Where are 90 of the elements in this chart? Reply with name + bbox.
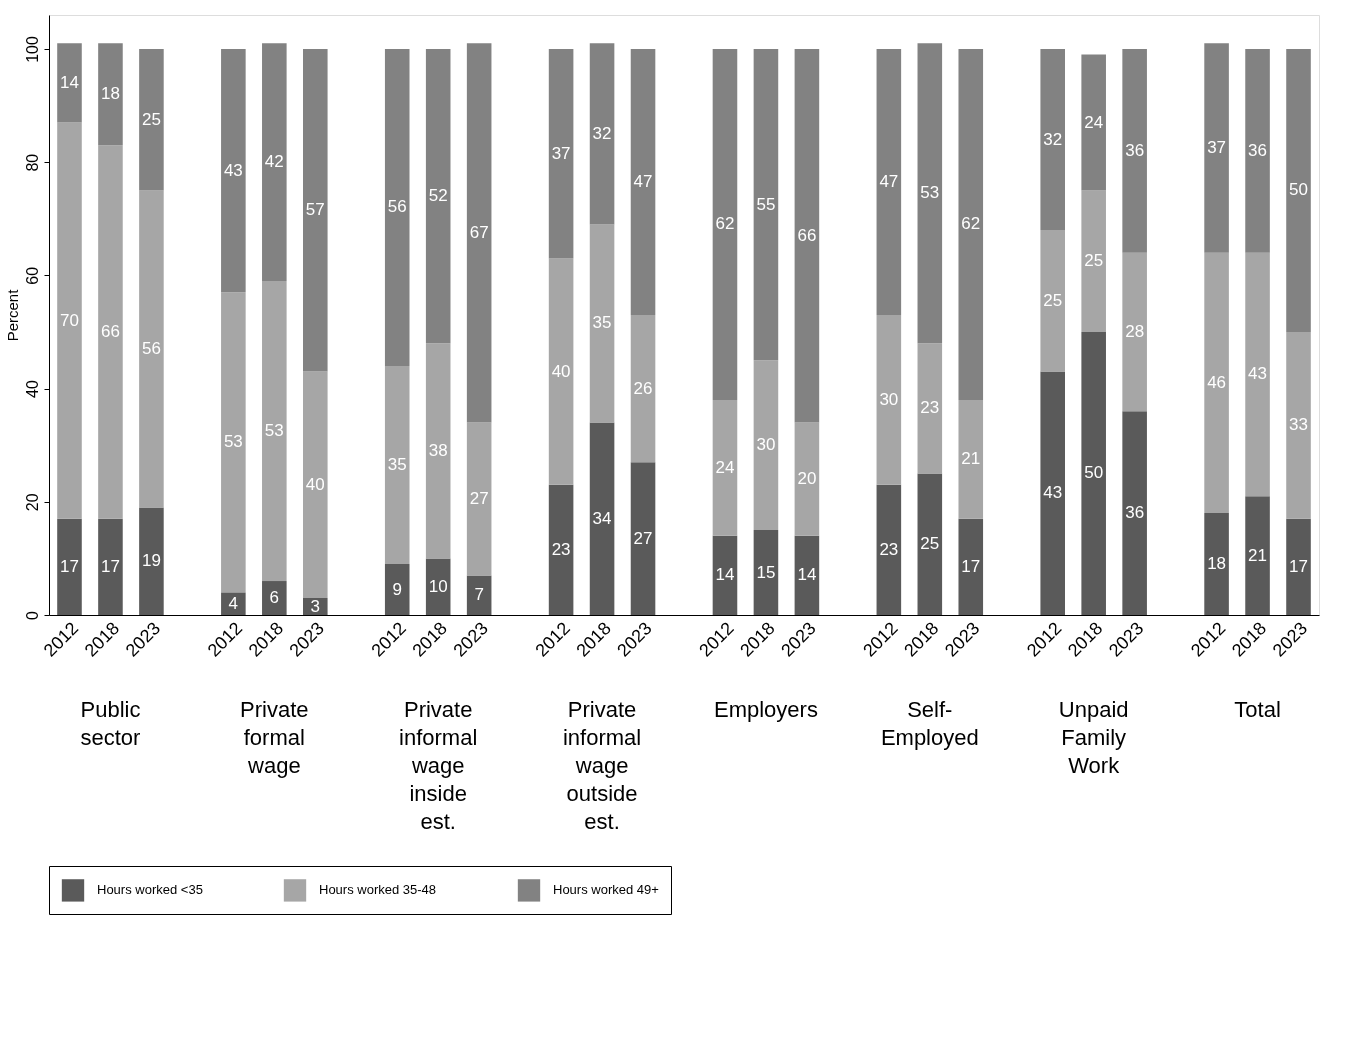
data-label: 4 bbox=[228, 593, 239, 613]
data-label: 3 bbox=[310, 596, 321, 616]
data-label: 27 bbox=[469, 488, 489, 508]
data-label: 55 bbox=[756, 194, 776, 214]
data-label: 17 bbox=[1289, 556, 1308, 576]
data-label: 38 bbox=[428, 440, 448, 460]
data-label: 17 bbox=[100, 556, 120, 576]
data-label: 35 bbox=[387, 455, 407, 474]
text: Private informal wage inside est. bbox=[399, 697, 478, 834]
data-label: 36 bbox=[1125, 140, 1145, 160]
data-label: 10 bbox=[428, 576, 448, 596]
data-label: 47 bbox=[633, 171, 653, 191]
data-label: 36 bbox=[1125, 503, 1145, 523]
data-label: 56 bbox=[387, 197, 407, 217]
legend-label: Hours worked 35-48 bbox=[319, 882, 437, 898]
data-label: 18 bbox=[100, 84, 120, 104]
text: Private formal wage bbox=[240, 697, 309, 778]
data-label: 53 bbox=[264, 421, 284, 441]
data-label: 20 bbox=[797, 469, 817, 489]
data-label: 42 bbox=[264, 152, 284, 172]
data-label: 66 bbox=[797, 225, 817, 245]
data-label: 46 bbox=[1207, 372, 1227, 392]
y-tick-label: 100 bbox=[23, 36, 41, 63]
data-label: 23 bbox=[879, 539, 899, 559]
data-label: 53 bbox=[920, 183, 940, 203]
data-label: 62 bbox=[715, 214, 735, 234]
data-label: 14 bbox=[715, 565, 735, 585]
data-label: 37 bbox=[1207, 138, 1227, 158]
data-label: 67 bbox=[469, 222, 489, 242]
data-label: 17 bbox=[961, 556, 981, 576]
y-tick-label: 60 bbox=[23, 266, 41, 285]
data-label: 50 bbox=[1084, 463, 1104, 483]
data-label: 6 bbox=[269, 588, 280, 608]
data-label: 14 bbox=[60, 72, 79, 92]
text: Public sector bbox=[80, 697, 141, 750]
data-label: 17 bbox=[60, 556, 79, 576]
data-label: 50 bbox=[1289, 180, 1308, 200]
text: Self-Employed bbox=[880, 697, 979, 750]
data-label: 37 bbox=[551, 143, 571, 163]
data-label: 23 bbox=[920, 398, 940, 418]
data-label: 25 bbox=[920, 534, 940, 554]
data-label: 52 bbox=[428, 186, 448, 206]
data-label: 33 bbox=[1289, 415, 1308, 435]
data-label: 7 bbox=[474, 585, 484, 605]
data-label: 30 bbox=[756, 435, 776, 455]
legend-label: Hours worked <35 bbox=[97, 882, 203, 898]
data-label: 62 bbox=[961, 214, 981, 234]
y-axis-title: Percent bbox=[3, 288, 21, 342]
data-label: 18 bbox=[1207, 554, 1227, 574]
data-label: 56 bbox=[141, 338, 161, 358]
text: Private informal wage outside est. bbox=[562, 697, 642, 834]
text: Total bbox=[1234, 697, 1281, 722]
data-label: 30 bbox=[879, 389, 899, 409]
y-tick-label: 20 bbox=[23, 493, 41, 512]
data-label: 23 bbox=[551, 539, 571, 559]
data-label: 21 bbox=[961, 449, 981, 469]
data-label: 43 bbox=[1043, 483, 1063, 503]
text: Employers bbox=[713, 697, 818, 722]
data-label: 28 bbox=[1125, 321, 1145, 341]
data-label: 25 bbox=[1043, 290, 1063, 310]
data-label: 34 bbox=[592, 508, 612, 528]
data-label: 70 bbox=[60, 310, 79, 330]
data-label: 66 bbox=[100, 321, 120, 341]
data-label: 32 bbox=[592, 123, 612, 143]
data-label: 19 bbox=[141, 551, 161, 571]
data-label: 32 bbox=[1043, 129, 1063, 149]
data-label: 26 bbox=[633, 378, 653, 398]
data-label: 25 bbox=[141, 109, 161, 129]
data-label: 53 bbox=[223, 432, 243, 452]
data-label: 27 bbox=[633, 528, 653, 548]
data-label: 43 bbox=[223, 160, 243, 180]
data-label: 40 bbox=[551, 361, 571, 381]
data-label: 40 bbox=[305, 474, 325, 494]
data-label: 43 bbox=[1248, 364, 1268, 384]
y-tick-label: 80 bbox=[23, 153, 41, 172]
text: Unpaid Family Work bbox=[1058, 697, 1129, 778]
y-tick-label: 0 bbox=[23, 610, 41, 620]
y-tick-label: 40 bbox=[23, 380, 41, 398]
data-label: 25 bbox=[1084, 251, 1104, 271]
data-label: 47 bbox=[879, 171, 899, 191]
data-label: 36 bbox=[1248, 140, 1268, 160]
data-label: 35 bbox=[592, 313, 612, 333]
data-label: 24 bbox=[715, 457, 735, 477]
legend-label: Hours worked 49+ bbox=[553, 882, 659, 898]
data-label: 15 bbox=[756, 562, 776, 582]
data-label: 24 bbox=[1084, 112, 1104, 132]
data-label: 21 bbox=[1248, 545, 1268, 565]
data-label: 57 bbox=[305, 200, 325, 220]
data-label: 14 bbox=[797, 565, 817, 585]
data-label: 9 bbox=[392, 579, 402, 599]
